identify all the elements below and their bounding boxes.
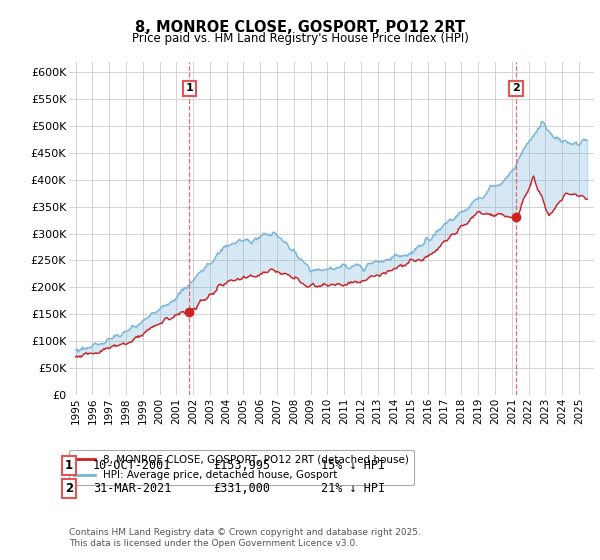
Text: 15% ↓ HPI: 15% ↓ HPI [321,459,385,473]
Legend: 8, MONROE CLOSE, GOSPORT, PO12 2RT (detached house), HPI: Average price, detache: 8, MONROE CLOSE, GOSPORT, PO12 2RT (deta… [69,450,415,486]
Text: 2: 2 [512,83,520,94]
Text: 8, MONROE CLOSE, GOSPORT, PO12 2RT: 8, MONROE CLOSE, GOSPORT, PO12 2RT [135,20,465,35]
Text: Contains HM Land Registry data © Crown copyright and database right 2025.
This d: Contains HM Land Registry data © Crown c… [69,528,421,548]
Text: 21% ↓ HPI: 21% ↓ HPI [321,482,385,495]
Text: Price paid vs. HM Land Registry's House Price Index (HPI): Price paid vs. HM Land Registry's House … [131,32,469,45]
Text: 1: 1 [185,83,193,94]
Text: £153,995: £153,995 [213,459,270,473]
Text: 10-OCT-2001: 10-OCT-2001 [93,459,172,473]
Text: £331,000: £331,000 [213,482,270,495]
Text: 1: 1 [65,459,73,473]
Text: 31-MAR-2021: 31-MAR-2021 [93,482,172,495]
Text: 2: 2 [65,482,73,495]
